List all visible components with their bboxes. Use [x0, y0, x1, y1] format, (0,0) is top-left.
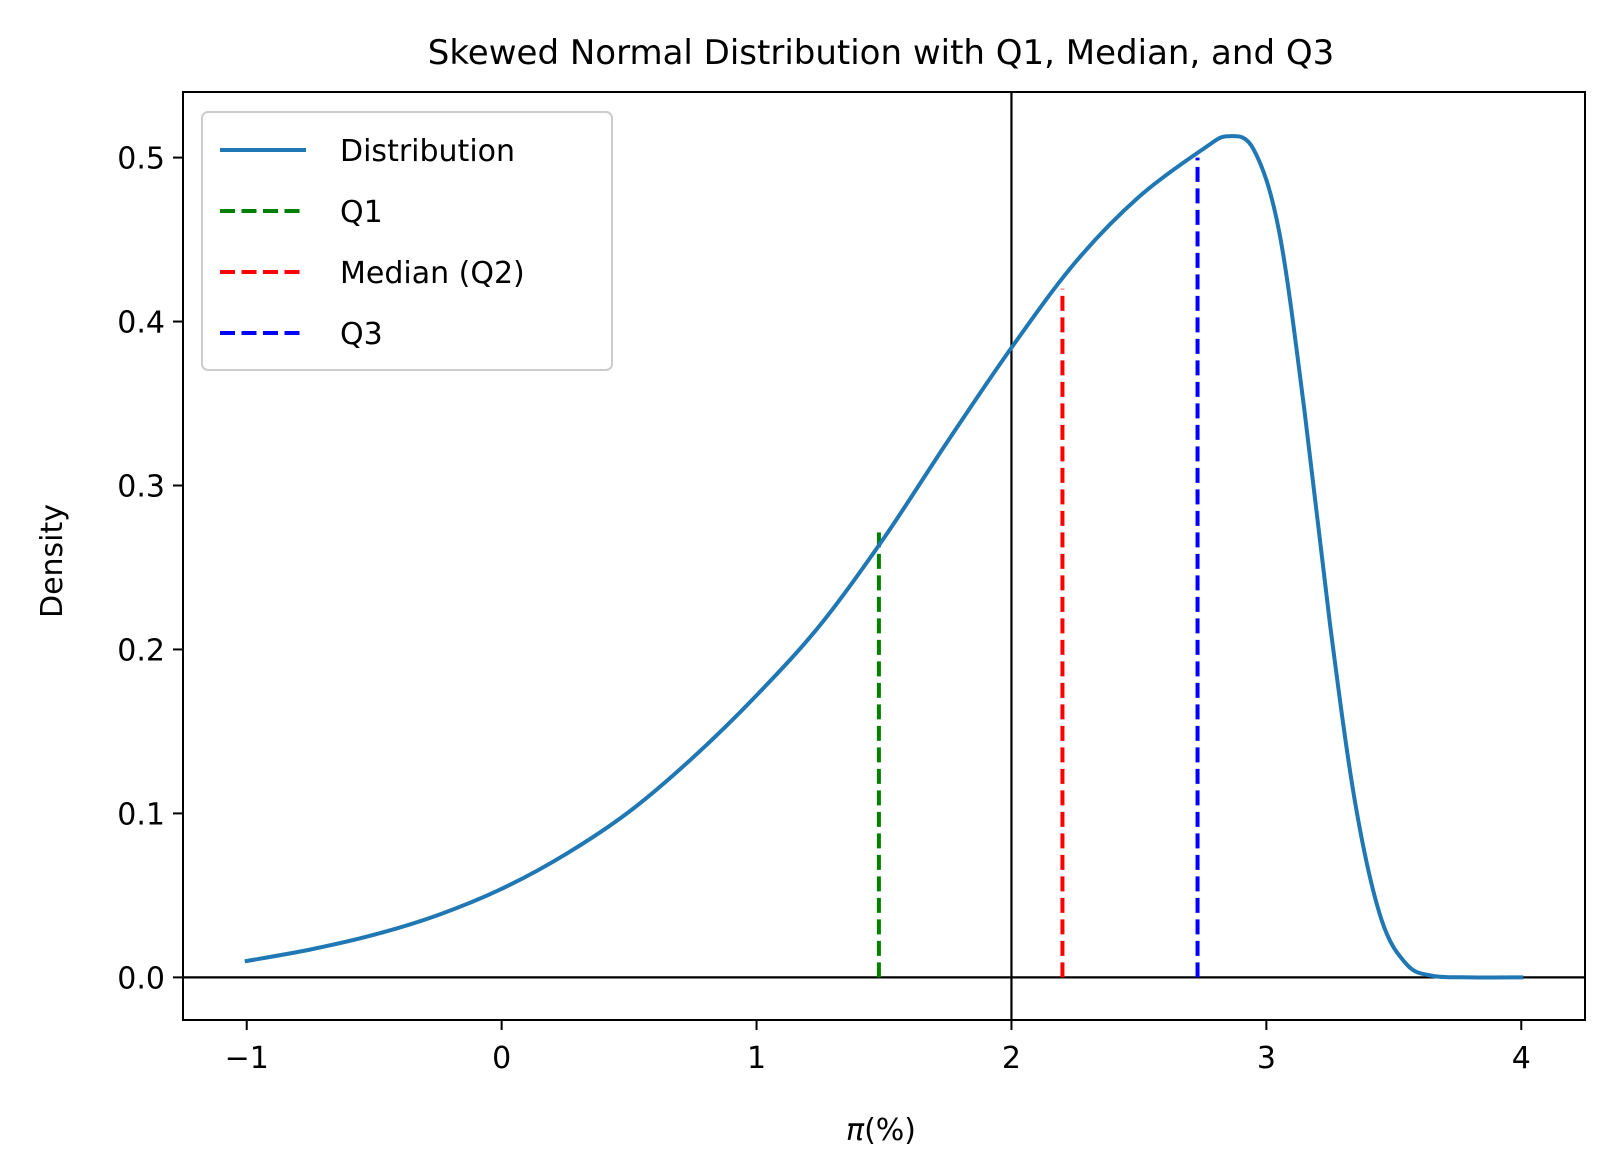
legend-label: Q1 — [340, 195, 383, 230]
y-tick-label: 0.0 — [117, 961, 165, 996]
y-axis-label: Density — [35, 504, 70, 618]
plot-frame — [182, 91, 1586, 1021]
x-tick-label: 3 — [1257, 1041, 1276, 1076]
x-tick-label: 0 — [492, 1041, 511, 1076]
x-tick-label: 1 — [747, 1041, 766, 1076]
legend-box — [201, 111, 613, 371]
y-tick-label: 0.5 — [117, 142, 165, 177]
chart-title: Skewed Normal Distribution with Q1, Medi… — [428, 33, 1334, 73]
y-tick-label: 0.1 — [117, 797, 165, 832]
legend-label: Q3 — [340, 317, 383, 352]
y-tick-label: 0.3 — [117, 469, 165, 504]
x-tick-label: 4 — [1512, 1041, 1531, 1076]
x-axis-label-symbol: π — [846, 1113, 865, 1148]
x-axis-label-unit: (%) — [864, 1113, 916, 1148]
series-line-distribution — [244, 134, 1524, 980]
legend-label: Distribution — [340, 134, 515, 169]
x-tick-label: 2 — [1002, 1041, 1021, 1076]
axes: −1 0 1 2 3 4 0.0 0.1 0.2 0.3 0.4 0.5 — [117, 142, 1531, 1076]
legend: Distribution Q1 Median (Q2) Q3 — [201, 111, 613, 371]
y-tick-label: 0.2 — [117, 633, 165, 668]
plot-area — [183, 92, 1585, 1020]
legend-label: Median (Q2) — [340, 256, 525, 291]
x-axis-label: π(%) — [846, 1113, 916, 1148]
x-tick-label: −1 — [225, 1041, 269, 1076]
y-tick-label: 0.4 — [117, 306, 165, 341]
